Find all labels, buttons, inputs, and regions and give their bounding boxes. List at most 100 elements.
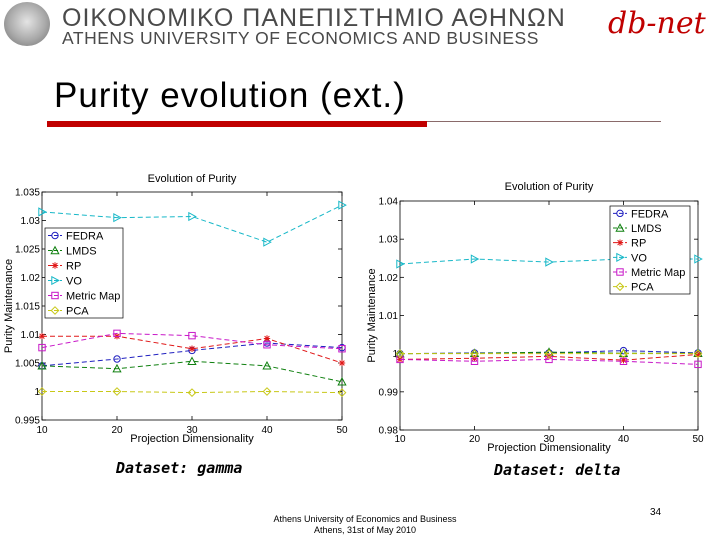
legend-label-metric-map: Metric Map [66, 291, 120, 303]
legend-box [44, 227, 124, 319]
caption-gamma: Dataset: gamma [116, 459, 243, 477]
data-point-metric-map [694, 360, 702, 369]
data-point-rp [338, 359, 346, 367]
data-point-metric-map [396, 355, 404, 364]
data-point-lmds [37, 361, 47, 370]
data-point-vo [113, 213, 122, 223]
y-tick-label: 1 [392, 349, 398, 360]
data-point-vo [694, 254, 703, 264]
legend-marker-metric-map [51, 291, 59, 300]
university-name-greek: ΟΙΚΟΝΟΜΙΚΟ ΠΑΝΕΠΙΣΤΗΜΙΟ ΑΘΗΝΩΝ [62, 4, 566, 32]
legend-marker-pca [50, 306, 60, 315]
y-tick-label: 1.03 [379, 235, 399, 246]
dbnet-logo-suffix: -net [646, 6, 706, 41]
footer-line-2: Athens, 31st of May 2010 [313, 525, 417, 535]
legend-label-lmds: LMDS [66, 246, 97, 258]
y-tick-label: 1.01 [379, 311, 399, 322]
footer-line-1: Athens University of Economics and Busin… [273, 514, 457, 524]
legend-label-vo: VO [631, 252, 647, 264]
y-axis-label: Purity Maintenance [3, 259, 15, 353]
x-tick-label: 50 [692, 434, 704, 445]
series-line-rp [42, 335, 343, 364]
dbnet-logo: db-net [608, 6, 706, 41]
data-point-pca [262, 387, 272, 396]
chart-gamma: Evolution of Purity 0.995 1 1.005 1.01 1.015 1… [3, 173, 348, 445]
y-axis-label: Purity Maintenance [366, 268, 378, 362]
y-tick-label: 1.005 [15, 359, 40, 370]
y-tick-label: 1.04 [379, 197, 399, 208]
data-point-metric-map [470, 357, 479, 366]
data-point-lmds [187, 356, 197, 365]
data-point-rp [694, 351, 702, 358]
y-tick-label: 1.01 [21, 330, 41, 341]
legend-label-rp: RP [66, 261, 81, 273]
data-point-lmds [262, 361, 272, 370]
legend-marker-pca [615, 282, 625, 292]
data-point-vo [396, 259, 405, 269]
data-point-vo [188, 211, 197, 222]
y-tick-label: 1.02 [21, 273, 41, 284]
data-point-fedra [619, 346, 628, 355]
x-tick-label: 20 [469, 434, 481, 445]
y-tick-label: 1.03 [21, 216, 41, 227]
data-point-pca [112, 387, 122, 396]
y-tick-label: 1.025 [15, 245, 40, 256]
x-tick-label: 30 [186, 425, 198, 436]
data-point-rp [263, 335, 271, 342]
legend-label-fedra: FEDRA [631, 208, 669, 220]
data-point-metric-map [188, 331, 196, 340]
data-point-pca [395, 349, 405, 359]
series-line-vo [41, 204, 343, 243]
data-point-vo [263, 237, 272, 247]
data-point-vo [338, 200, 347, 210]
data-point-fedra [113, 355, 121, 363]
data-point-metric-map [338, 345, 346, 353]
x-tick-label: 10 [394, 434, 406, 445]
series-line-metric-map [399, 358, 699, 365]
x-tick-label: 40 [618, 434, 630, 445]
series-line-metric-map [41, 332, 343, 350]
legend-label-vo: VO [66, 276, 82, 288]
data-point-pca [693, 349, 703, 359]
chart-title: Evolution of Purity [148, 173, 237, 185]
slide-title: Purity evolution (ext.) [54, 76, 406, 115]
series-line-pca [42, 390, 343, 394]
legend-marker-lmds [50, 245, 60, 255]
x-axis-label: Projection Dimensionality [130, 433, 254, 445]
data-point-vo [470, 254, 480, 264]
series-line-fedra [41, 342, 343, 367]
data-point-lmds [337, 376, 347, 386]
chart-title: Evolution of Purity [505, 181, 594, 193]
legend-label-rp: RP [631, 238, 646, 250]
x-tick-label: 20 [111, 425, 123, 436]
page-number: 34 [650, 507, 662, 518]
data-point-rp [620, 356, 627, 364]
university-seal-logo [4, 2, 50, 46]
legend-marker-rp [51, 262, 59, 269]
legend-marker-fedra [51, 231, 59, 240]
data-point-pca [37, 387, 47, 396]
legend-label-pca: PCA [631, 282, 654, 294]
footer: Athens University of Economics and Busin… [240, 514, 490, 536]
data-point-pca [619, 349, 628, 359]
legend-box [609, 205, 691, 295]
data-point-lmds [112, 363, 122, 373]
data-point-pca [337, 388, 347, 398]
x-tick-label: 40 [261, 425, 273, 436]
x-tick-label: 30 [543, 434, 555, 445]
y-tick-label: 1 [34, 387, 40, 398]
data-point-metric-map [545, 355, 553, 364]
x-tick-label: 50 [336, 425, 348, 436]
legend-marker-metric-map [616, 268, 624, 276]
data-point-metric-map [113, 329, 121, 338]
series-line-lmds [41, 360, 343, 383]
university-name-english: ATHENS UNIVERSITY OF ECONOMICS AND BUSIN… [62, 28, 539, 48]
legend-label-metric-map: Metric Map [631, 267, 685, 279]
data-point-pca [544, 349, 554, 359]
y-tick-label: 1.015 [15, 302, 40, 313]
data-point-vo [545, 257, 554, 267]
y-tick-label: 0.99 [379, 387, 399, 398]
data-point-pca [470, 349, 479, 359]
title-underline-rule [427, 121, 661, 122]
y-tick-label: 1.02 [379, 273, 399, 284]
